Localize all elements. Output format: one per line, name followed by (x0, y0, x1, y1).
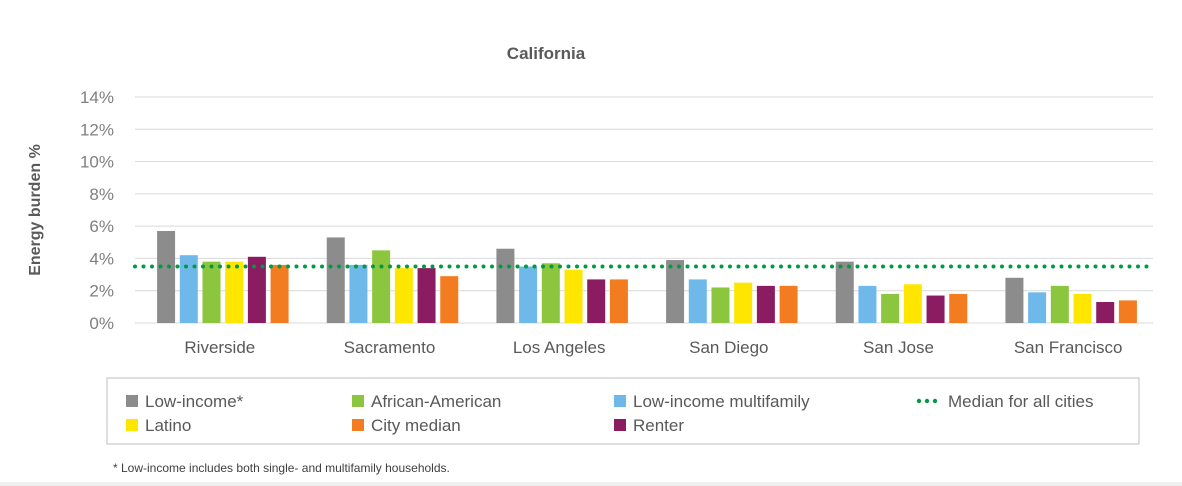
bar (734, 282, 753, 323)
legend-label: Latino (145, 416, 191, 435)
x-category-label: Sacramento (344, 338, 436, 357)
bar (372, 250, 391, 323)
bar (541, 263, 560, 323)
bar (202, 261, 221, 323)
legend-label: Renter (633, 416, 684, 435)
x-category-label: San Diego (689, 338, 768, 357)
bar (247, 256, 266, 323)
bar (417, 268, 436, 323)
bar (926, 295, 945, 323)
y-tick-label: 10% (80, 153, 114, 172)
bar (609, 279, 628, 323)
bar (1096, 302, 1115, 323)
bar (394, 268, 413, 323)
x-category-label: Riverside (184, 338, 255, 357)
bar (858, 285, 877, 323)
legend-marker (126, 419, 138, 431)
bar (666, 260, 685, 323)
bar (564, 269, 583, 323)
legend-marker (924, 398, 930, 404)
bar (440, 276, 459, 323)
x-axis-categories: Riverside Sacramento Los Angeles San Diego S… (184, 338, 1122, 357)
bar (903, 284, 922, 323)
legend-marker (352, 395, 364, 407)
y-axis-label: Energy burden % (27, 144, 44, 276)
bar (179, 255, 198, 323)
gridlines (135, 96, 1153, 324)
y-tick-label: 4% (89, 249, 114, 268)
bar (270, 264, 289, 323)
legend-label: City median (371, 416, 461, 435)
bottom-strip (0, 482, 1182, 486)
footnote: * Low-income includes both single- and m… (113, 461, 450, 475)
bar (349, 264, 368, 323)
legend-marker (614, 395, 626, 407)
bar (881, 293, 900, 323)
legend-label: African-American (371, 392, 501, 411)
bar (1050, 285, 1069, 323)
bar (688, 279, 707, 323)
y-tick-label: 2% (89, 282, 114, 301)
legend-marker (126, 395, 138, 407)
bar (779, 285, 798, 323)
y-axis-ticks: 0% 2% 4% 6% 8% 10% 12% 14% (80, 88, 114, 333)
y-tick-label: 0% (89, 314, 114, 333)
bars (157, 230, 1137, 323)
legend-box (106, 377, 1140, 445)
chart-title: California (507, 44, 586, 63)
bar (157, 230, 176, 323)
bar (587, 279, 606, 323)
bar (949, 293, 968, 323)
bar (835, 261, 854, 323)
bar (1118, 300, 1137, 323)
y-tick-label: 14% (80, 88, 114, 107)
legend-label: Low-income* (145, 392, 244, 411)
bar (711, 287, 730, 323)
legend-marker (614, 419, 626, 431)
legend-marker (352, 419, 364, 431)
y-tick-label: 12% (80, 120, 114, 139)
bar (225, 261, 244, 323)
legend-marker (916, 398, 922, 404)
x-category-label: Los Angeles (513, 338, 606, 357)
x-category-label: San Jose (863, 338, 934, 357)
bar (1073, 293, 1092, 323)
bar (1028, 292, 1047, 323)
bar (519, 266, 538, 323)
bar (496, 248, 515, 323)
legend-label: Median for all cities (948, 392, 1094, 411)
x-category-label: San Francisco (1014, 338, 1123, 357)
legend: Low-income* African-American Low-income mu… (126, 392, 1094, 435)
y-tick-label: 8% (89, 185, 114, 204)
bar (1005, 277, 1024, 323)
bar (326, 237, 345, 323)
bar (756, 285, 775, 323)
legend-marker (932, 398, 938, 404)
legend-label: Low-income multifamily (633, 392, 810, 411)
y-tick-label: 6% (89, 217, 114, 236)
